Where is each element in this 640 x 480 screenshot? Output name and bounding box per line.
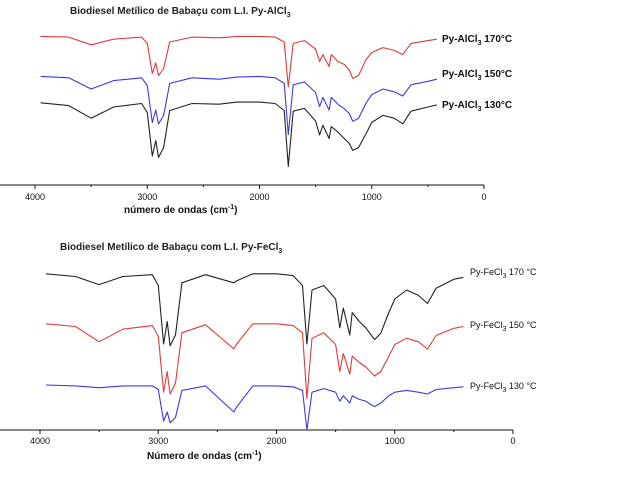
x-axis-ticks: 4000 3000 2000 1000 0: [30, 430, 516, 446]
x-tick-label: 3000: [137, 192, 157, 202]
series-line: [45, 384, 464, 431]
series-label: Py-AlCl3 170°C: [442, 34, 512, 47]
chart-title: Biodiesel Metílico de Babaçu com L.I. Py…: [70, 6, 291, 19]
series-label: Py-FeCl3 130 °C: [470, 381, 537, 394]
x-axis-label: número de ondas (cm-1): [124, 204, 237, 216]
x-tick-label: 3000: [148, 436, 168, 446]
x-tick-label: 1000: [362, 192, 382, 202]
chart-title: Biodiesel Metílico de Babaçu com L.I. Py…: [60, 242, 282, 255]
x-tick-label: 0: [510, 436, 515, 446]
x-axis-ticks: 4000 3000 2000 1000 0: [25, 185, 487, 202]
series-label: Py-AlCl3 150°C: [442, 69, 512, 82]
series-lines: [40, 35, 438, 168]
x-tick-label: 2000: [266, 436, 286, 446]
x-tick-label: 4000: [30, 436, 50, 446]
series-line: [45, 273, 464, 347]
series-label: Py-FeCl3 150 °C: [470, 320, 537, 333]
x-tick-label: 2000: [249, 192, 269, 202]
series-line: [40, 101, 438, 168]
x-tick-label: 1000: [385, 436, 405, 446]
series-line: [40, 35, 437, 88]
series-labels: Py-FeCl3 170 °C Py-FeCl3 150 °C Py-FeCl3 1…: [470, 267, 537, 394]
x-tick-label: 0: [481, 192, 486, 202]
series-labels: Py-AlCl3 170°C Py-AlCl3 150°C Py-AlCl3 130…: [442, 34, 512, 113]
chart-panel-fecl3: Biodiesel Metílico de Babaçu com L.I. Py…: [0, 242, 537, 462]
series-label: Py-AlCl3 130°C: [442, 100, 512, 113]
x-tick-label: 4000: [25, 192, 45, 202]
series-label: Py-FeCl3 170 °C: [470, 267, 537, 280]
series-line: [40, 75, 438, 136]
series-line: [45, 323, 464, 400]
series-lines: [45, 273, 464, 431]
chart-panel-alcl3: Biodiesel Metílico de Babaçu com L.I. Py…: [0, 6, 512, 216]
x-axis-label: Número de ondas (cm-1): [147, 450, 262, 462]
